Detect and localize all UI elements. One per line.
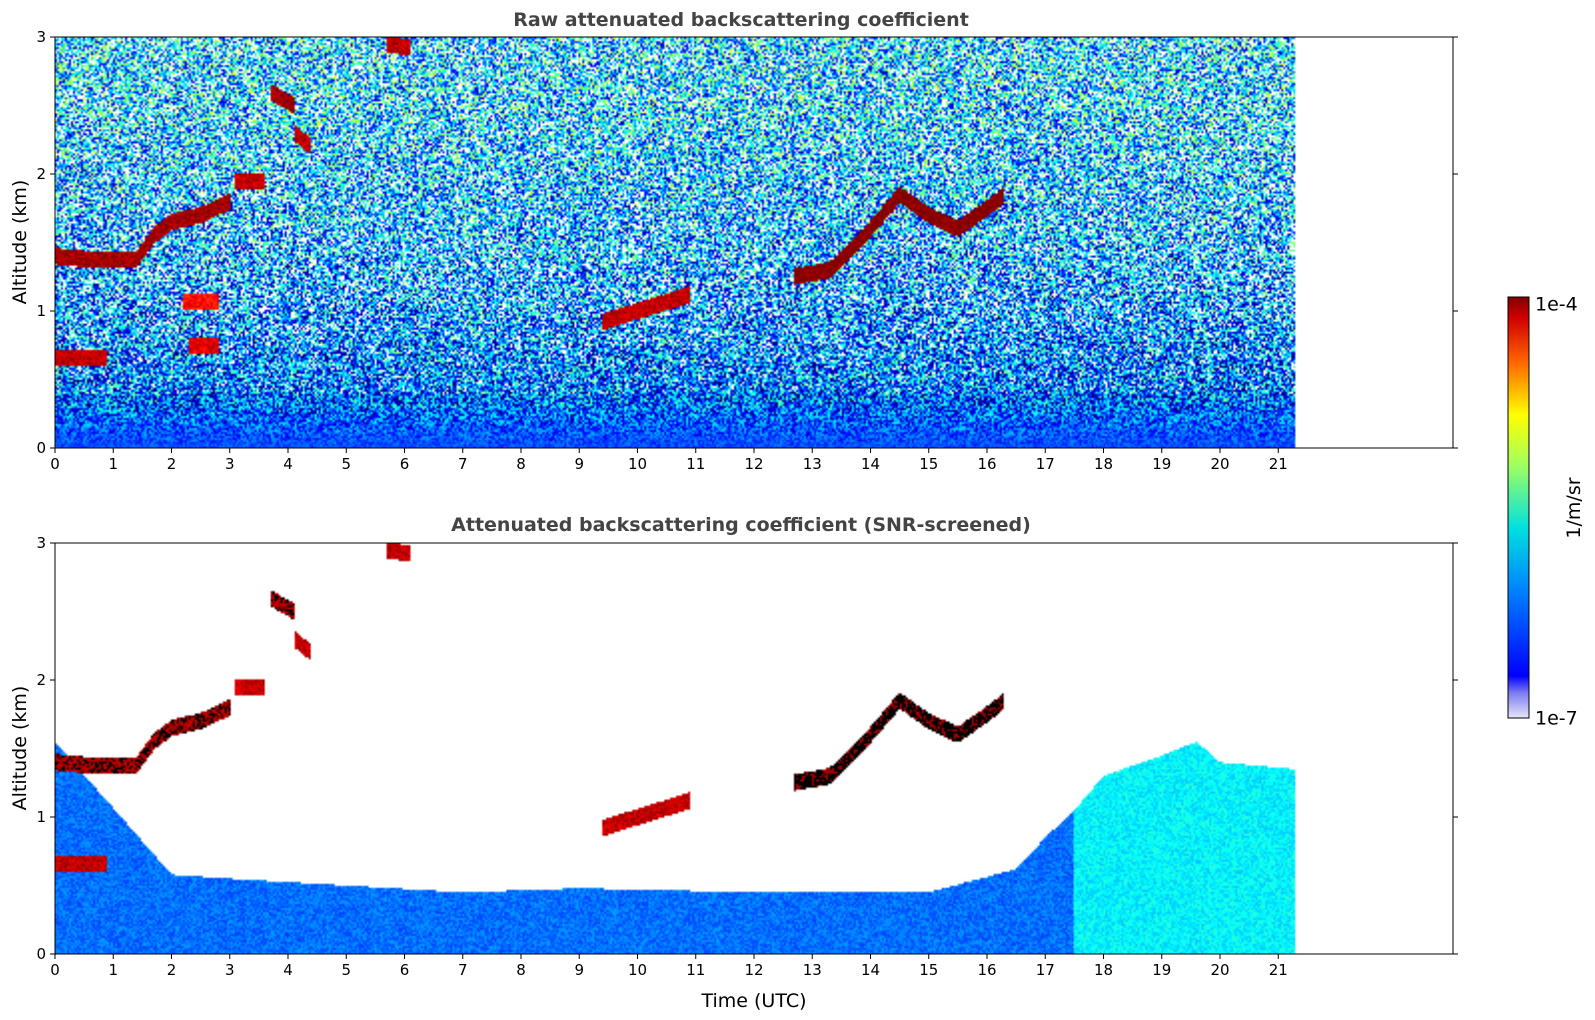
raw-x-tick-label: 8 <box>516 455 526 473</box>
raw-x-tick-label: 15 <box>919 455 938 473</box>
colorbar-min-label: 1e-7 <box>1535 708 1578 730</box>
raw-x-tick-label: 21 <box>1269 455 1288 473</box>
screened-x-tick-label: 19 <box>1152 961 1171 979</box>
x-axis-label: Time (UTC) <box>700 990 806 1012</box>
raw-x-tick-label: 14 <box>861 455 880 473</box>
colorbar-max-label: 1e-4 <box>1535 294 1578 316</box>
screened-y-tick-label: 2 <box>36 671 46 689</box>
screened-x-tick-label: 21 <box>1269 961 1288 979</box>
raw-panel: Raw attenuated backscattering coefficien… <box>9 9 1458 473</box>
screened-x-tick-label: 9 <box>574 961 584 979</box>
raw-x-tick-label: 1 <box>108 455 118 473</box>
screened-x-tick-label: 7 <box>458 961 468 979</box>
screened-x-tick-label: 8 <box>516 961 526 979</box>
raw-x-tick-label: 19 <box>1152 455 1171 473</box>
colorbar: 1e-4 1e-7 1/m/sr <box>1507 294 1585 730</box>
screened-x-tick-label: 14 <box>861 961 880 979</box>
screened-y-tick-label: 3 <box>36 534 46 552</box>
raw-x-tick-label: 10 <box>628 455 647 473</box>
screened-x-tick-label: 16 <box>977 961 996 979</box>
screened-panel-title: Attenuated backscattering coefficient (S… <box>451 514 1031 536</box>
raw-x-tick-label: 17 <box>1036 455 1055 473</box>
raw-x-tick-label: 11 <box>686 455 705 473</box>
raw-x-tick-label: 0 <box>50 455 60 473</box>
raw-backscatter-heatmap <box>55 37 1453 448</box>
raw-x-tick-label: 9 <box>574 455 584 473</box>
raw-x-tick-label: 3 <box>225 455 235 473</box>
screened-y-axis-label: Altitude (km) <box>9 686 31 811</box>
colorbar-unit-label: 1/m/sr <box>1563 477 1585 538</box>
screened-x-tick-label: 4 <box>283 961 293 979</box>
raw-x-tick-label: 4 <box>283 455 293 473</box>
screened-x-tick-label: 6 <box>400 961 410 979</box>
screened-panel: Attenuated backscattering coefficient (S… <box>9 514 1458 1012</box>
raw-x-tick-label: 16 <box>977 455 996 473</box>
screened-x-tick-label: 2 <box>167 961 177 979</box>
colorbar-gradient <box>1507 296 1530 719</box>
screened-x-tick-label: 3 <box>225 961 235 979</box>
raw-x-tick-label: 6 <box>400 455 410 473</box>
screened-x-tick-label: 0 <box>50 961 60 979</box>
screened-backscatter-heatmap <box>55 543 1453 954</box>
raw-x-tick-label: 5 <box>341 455 351 473</box>
screened-y-tick-label: 0 <box>36 945 46 963</box>
screened-x-tick-label: 18 <box>1094 961 1113 979</box>
raw-x-tick-label: 13 <box>803 455 822 473</box>
screened-x-tick-label: 11 <box>686 961 705 979</box>
screened-x-tick-label: 15 <box>919 961 938 979</box>
screened-x-tick-label: 12 <box>744 961 763 979</box>
raw-y-axis-label: Altitude (km) <box>9 180 31 305</box>
screened-x-tick-label: 17 <box>1036 961 1055 979</box>
screened-x-tick-label: 5 <box>341 961 351 979</box>
screened-x-tick-label: 10 <box>628 961 647 979</box>
raw-x-tick-label: 7 <box>458 455 468 473</box>
raw-x-tick-label: 12 <box>744 455 763 473</box>
screened-y-tick-label: 1 <box>36 808 46 826</box>
raw-x-tick-label: 18 <box>1094 455 1113 473</box>
screened-x-tick-label: 13 <box>803 961 822 979</box>
raw-x-tick-label: 20 <box>1210 455 1229 473</box>
screened-x-tick-label: 20 <box>1210 961 1229 979</box>
raw-y-tick-label: 2 <box>36 165 46 183</box>
raw-y-tick-label: 1 <box>36 302 46 320</box>
raw-x-tick-label: 2 <box>167 455 177 473</box>
screened-x-tick-label: 1 <box>108 961 118 979</box>
raw-y-tick-label: 3 <box>36 28 46 46</box>
raw-y-tick-label: 0 <box>36 439 46 457</box>
raw-panel-title: Raw attenuated backscattering coefficien… <box>513 9 969 31</box>
